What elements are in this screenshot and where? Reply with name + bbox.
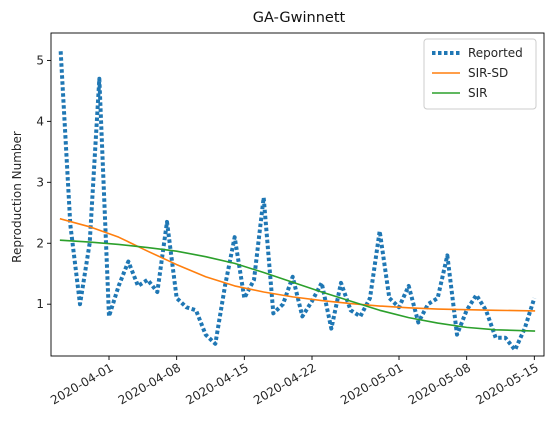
x-tick-label: 2020-05-08 bbox=[406, 360, 473, 407]
plot-frame bbox=[50, 32, 545, 357]
y-tick-label: 5 bbox=[36, 53, 44, 67]
y-axis-label: Reproduction Number bbox=[10, 131, 24, 263]
chart-title: GA-Gwinnett bbox=[253, 10, 346, 26]
legend-label: Reported bbox=[468, 46, 523, 60]
x-tick-label: 2020-04-22 bbox=[251, 360, 318, 407]
y-tick-label: 4 bbox=[36, 114, 44, 128]
y-tick-label: 2 bbox=[36, 236, 44, 250]
legend-label: SIR-SD bbox=[468, 66, 508, 80]
x-tick-label: 2020-04-08 bbox=[116, 360, 183, 407]
y-tick-label: 3 bbox=[36, 175, 44, 189]
y-tick-label: 1 bbox=[36, 297, 44, 311]
x-tick-label: 2020-04-15 bbox=[183, 360, 250, 407]
series-line-reported bbox=[58, 51, 537, 352]
legend: Reported SIR-SD SIR bbox=[423, 38, 537, 110]
legend-label: SIR bbox=[468, 86, 488, 100]
x-tick-label: 2020-04-01 bbox=[48, 360, 115, 407]
x-tick-label: 2020-05-15 bbox=[473, 360, 540, 407]
x-tick-label: 2020-05-01 bbox=[338, 360, 405, 407]
legend-box bbox=[423, 38, 537, 110]
series-line-sir bbox=[59, 239, 536, 332]
